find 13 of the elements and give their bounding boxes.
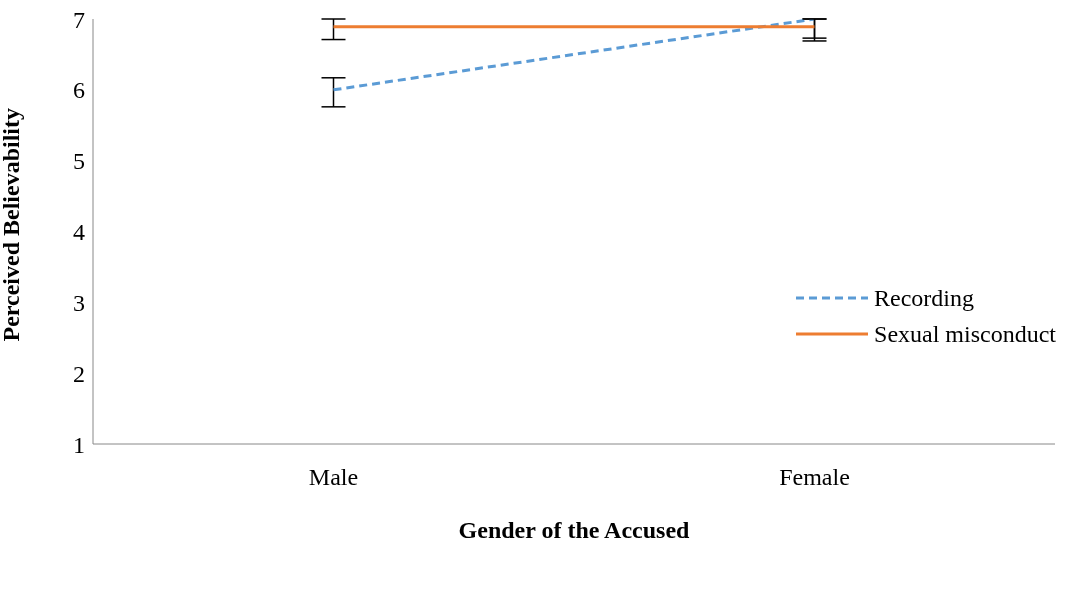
legend-label: Sexual misconduct — [874, 320, 1056, 348]
y-tick-label: 3 — [73, 289, 85, 316]
y-tick-label: 1 — [73, 431, 85, 458]
legend-label: Recording — [874, 284, 975, 312]
y-axis-title: Perceived Believability — [0, 108, 24, 342]
y-tick-label: 2 — [73, 360, 85, 387]
y-tick-label: 6 — [73, 77, 85, 104]
y-tick-label: 7 — [73, 6, 85, 33]
x-axis-title: Gender of the Accused — [458, 517, 691, 543]
x-tick-label: Male — [308, 464, 359, 491]
y-tick-label: 4 — [73, 219, 85, 246]
y-tick-label: 5 — [73, 148, 85, 175]
x-tick-label: Female — [779, 464, 850, 491]
